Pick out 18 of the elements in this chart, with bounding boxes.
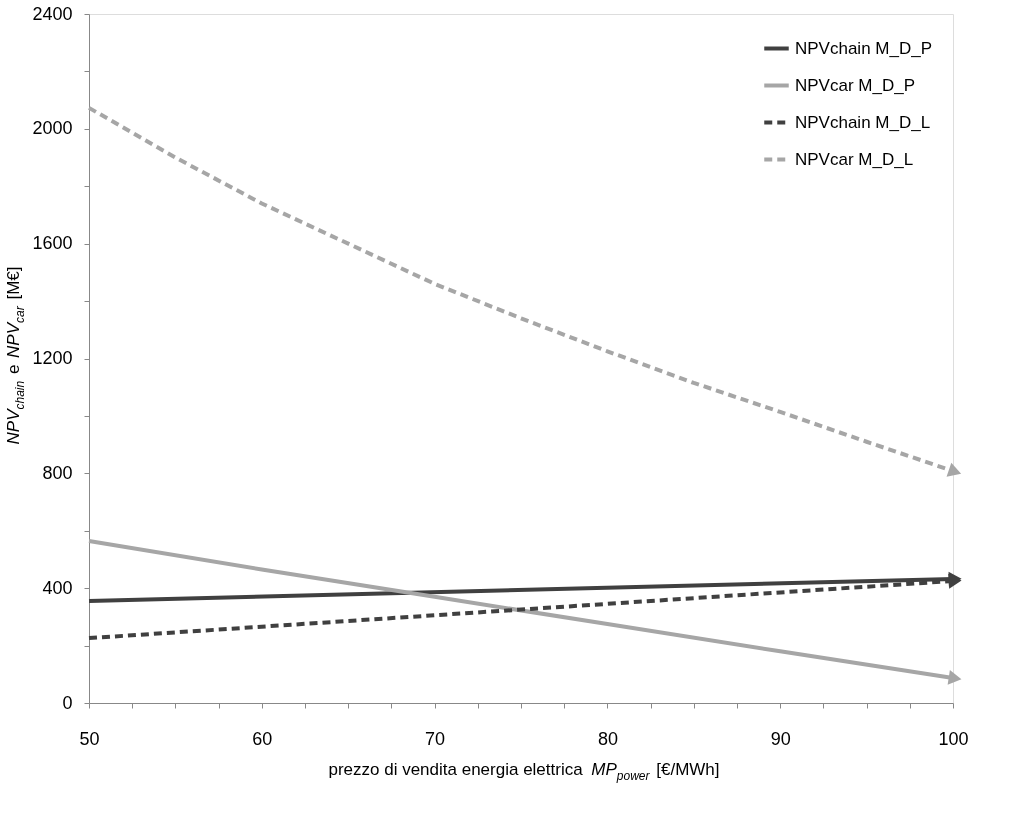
- x-tick-label: 60: [252, 728, 273, 749]
- legend-label: NPVchain M_D_L: [795, 112, 931, 132]
- x-tick-label: 80: [597, 728, 618, 749]
- y-tick-label: 2400: [32, 3, 73, 24]
- x-tick-label: 90: [770, 728, 791, 749]
- legend-label: NPVcar M_D_L: [795, 149, 914, 169]
- x-tick-label: 50: [79, 728, 100, 749]
- y-tick-label: 400: [42, 577, 73, 598]
- legend-label: NPVcar M_D_P: [795, 75, 915, 95]
- y-tick-label: 800: [42, 462, 73, 483]
- x-tick-label: 100: [938, 728, 969, 749]
- y-tick-label: 0: [62, 692, 73, 713]
- y-tick-label: 1200: [32, 348, 73, 368]
- y-axis-title: NPVchain e NPVcar [M€]: [4, 266, 27, 445]
- y-tick-label: 2000: [32, 118, 73, 139]
- legend-label: NPVchain M_D_P: [795, 38, 933, 58]
- x-tick-label: 70: [425, 728, 446, 749]
- y-tick-label: 1600: [32, 233, 73, 254]
